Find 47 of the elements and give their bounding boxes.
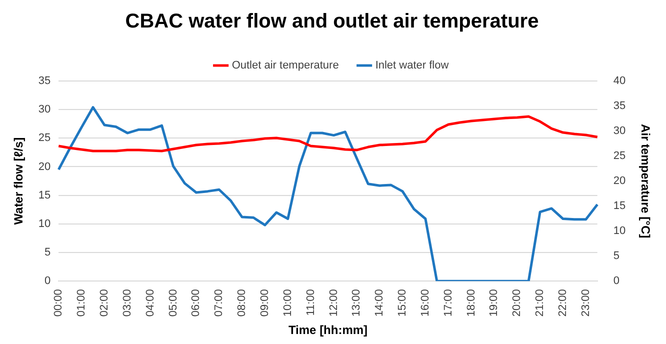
- y-tick-label: 5: [44, 246, 51, 259]
- x-tick-label: 03:00: [121, 289, 134, 317]
- y2-tick-label: 30: [613, 125, 626, 138]
- y2-axis-title: Air temperature [°C]: [638, 124, 652, 238]
- y-axis-title: Water flow [ℓ/s]: [12, 137, 26, 225]
- y2-tick-label: 35: [613, 100, 626, 112]
- y-tick-label: 15: [38, 189, 51, 202]
- x-tick-label: 14:00: [374, 289, 386, 317]
- x-axis-title: Time [hh:mm]: [288, 323, 368, 338]
- x-tick-label: 19:00: [488, 289, 500, 317]
- x-tick-label: 07:00: [213, 289, 226, 317]
- x-tick-label: 09:00: [258, 289, 271, 317]
- y2-tick-label: 25: [613, 150, 626, 162]
- legend-label: Inlet water flow: [375, 60, 449, 72]
- x-tick-label: 17:00: [442, 289, 454, 317]
- y-tick-label: 35: [38, 75, 51, 88]
- x-tick-label: 15:00: [396, 289, 409, 317]
- y-tick-label: 0: [44, 275, 51, 288]
- y2-tick-label: 15: [613, 200, 626, 212]
- x-tick-label: 16:00: [419, 289, 432, 317]
- x-tick-label: 01:00: [76, 289, 88, 317]
- y2-tick-label: 20: [613, 175, 626, 188]
- legend-label: Outlet air temperature: [232, 60, 339, 72]
- x-tick-label: 18:00: [465, 289, 478, 317]
- y2-tick-label: 5: [613, 250, 620, 262]
- x-tick-label: 08:00: [236, 289, 248, 317]
- x-tick-label: 20:00: [511, 289, 524, 317]
- y2-tick-label: 0: [613, 275, 620, 288]
- x-tick-label: 04:00: [144, 289, 156, 317]
- x-tick-label: 12:00: [328, 289, 340, 317]
- x-tick-label: 00:00: [52, 289, 65, 317]
- y-tick-label: 20: [38, 160, 51, 173]
- x-tick-label: 22:00: [557, 289, 570, 317]
- y-tick-label: 30: [38, 104, 51, 116]
- x-tick-label: 13:00: [350, 289, 363, 317]
- chart-title: CBAC water flow and outlet air temperature: [125, 10, 539, 33]
- x-tick-label: 10:00: [282, 289, 294, 317]
- y-tick-label: 25: [38, 132, 51, 144]
- x-tick-label: 11:00: [304, 289, 317, 316]
- x-tick-label: 02:00: [98, 289, 111, 317]
- y2-tick-label: 10: [613, 225, 626, 238]
- x-tick-label: 06:00: [190, 289, 202, 317]
- y2-tick-label: 40: [613, 75, 626, 88]
- x-tick-label: 21:00: [534, 289, 546, 317]
- x-tick-label: 23:00: [580, 289, 592, 317]
- y-tick-label: 10: [38, 218, 51, 230]
- x-tick-label: 05:00: [167, 289, 180, 317]
